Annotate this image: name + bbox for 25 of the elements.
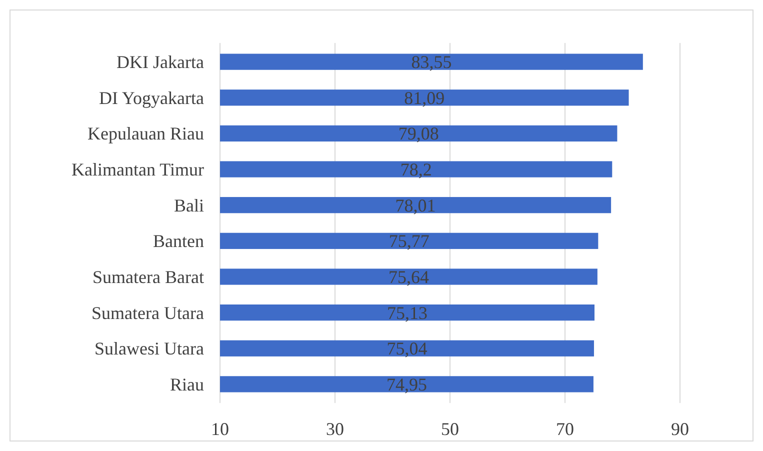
y-tick-label: Banten [153,231,204,252]
x-tick-label: 90 [671,419,689,439]
y-tick-label: Kalimantan Timur [71,160,204,180]
y-tick-label: Bali [174,195,204,216]
data-label: 74,95 [386,374,427,394]
data-label: 78,2 [400,160,432,180]
data-label: 75,04 [386,338,428,359]
x-tick-label: 50 [441,419,459,439]
y-tick-label: Riau [170,374,204,394]
data-label: 75,77 [388,231,430,252]
y-tick-label: Sulawesi Utara [94,338,204,359]
y-tick-label: Kepulauan Riau [88,124,204,144]
data-label: 75,64 [388,267,429,288]
x-tick-label: 70 [556,419,574,439]
data-label: 78,01 [395,195,436,216]
data-label: 75,13 [387,302,428,323]
x-tick-label: 30 [326,419,344,439]
x-tick-label: 10 [211,419,229,439]
y-tick-label: DKI Jakarta [116,52,204,72]
data-label: 83,55 [411,52,452,72]
y-tick-label: DI Yogyakarta [99,88,204,108]
data-label: 79,08 [398,124,439,144]
y-tick-label: Sumatera Barat [92,267,204,288]
data-label: 81,09 [404,88,445,108]
y-tick-label: Sumatera Utara [92,302,204,323]
